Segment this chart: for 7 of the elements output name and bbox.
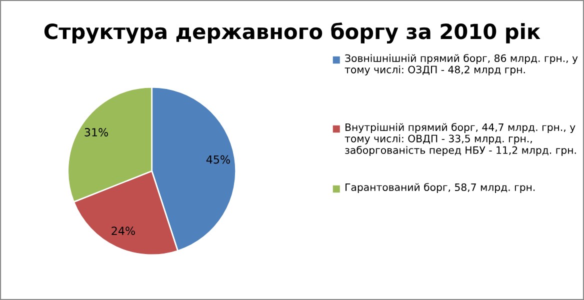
data-label: 31%: [84, 128, 108, 136]
data-label: 45%: [206, 155, 230, 164]
chart-title: Структура державного боргу за 2010 рік: [44, 22, 540, 44]
legend-label: Внутрішній прямий борг, 44,7 млрд. грн., у тому числі: ОВДП - 33,5 млрд. грн., заборгованість перед НБУ - 11,2 млрд. грн.: [344, 123, 576, 156]
data-label: 24%: [112, 226, 135, 236]
legend-label: Зовнішнішній прямий борг, 86 млрд. грн., у тому числі: ОЗДП - 48,2 млрд грн.: [344, 54, 578, 76]
legend-label: Гарантований борг, 58,7 млрд. грн.: [346, 183, 535, 193]
